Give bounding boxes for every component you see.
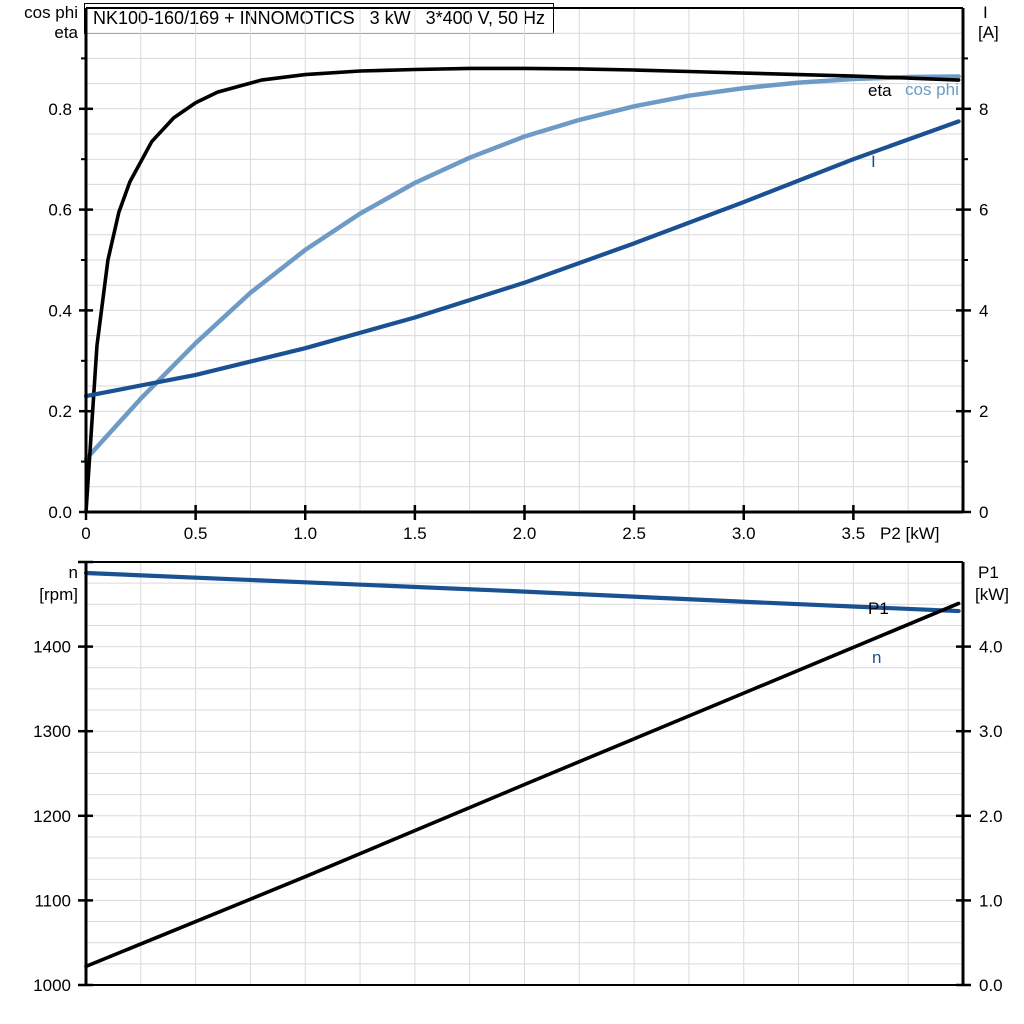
lower-axes [78, 560, 971, 987]
lower-curves [83, 570, 961, 969]
lower-right-tick-label: 3.0 [979, 722, 1003, 741]
upper-right-axis-title-line2: [A] [978, 23, 999, 42]
upper-left-tick-label: 0.4 [48, 301, 72, 320]
upper-x-tick-label: 2.0 [513, 524, 537, 543]
upper-chart: 0.0 0.2 0.4 0.6 0.8 0 2 4 6 8 0 0.5 1.0 1.5 2.0 2.5 3.0 3… [24, 3, 999, 543]
upper-x-tick-label: 3.0 [732, 524, 756, 543]
lower-right-tick-label: 0.0 [979, 976, 1003, 995]
lower-left-tick-label: 1200 [33, 807, 71, 826]
upper-left-axis-title-line2: eta [54, 23, 78, 42]
upper-labels: 0.0 0.2 0.4 0.6 0.8 0 2 4 6 8 0 0.5 1.0 1.5 2.0 2.5 3.0 3… [24, 3, 999, 543]
lower-left-tick-label: 1100 [34, 891, 71, 910]
upper-x-tick-label: 0 [81, 524, 90, 543]
lower-right-axis-title-line2: [kW] [975, 585, 1009, 604]
upper-x-tick-label: 1.5 [403, 524, 427, 543]
curve-label-current: I [871, 152, 876, 171]
upper-right-tick-label: 4 [979, 301, 988, 320]
curve-label-eta: eta [868, 81, 892, 100]
upper-right-tick-label: 2 [979, 402, 988, 421]
lower-left-axis-title-line1: n [69, 563, 78, 582]
upper-axes [79, 7, 971, 520]
curve-speed [83, 570, 961, 614]
curve-cos-phi [83, 74, 961, 462]
lower-right-tick-label: 4.0 [979, 638, 1003, 657]
upper-x-tick-label: 2.5 [622, 524, 646, 543]
upper-x-tick-label: 0.5 [184, 524, 208, 543]
curve-current [83, 119, 961, 399]
lower-right-axis-title-line1: P1 [978, 563, 999, 582]
lower-right-tick-label: 1.0 [979, 891, 1003, 910]
upper-left-tick-label: 0.0 [48, 503, 72, 522]
upper-left-axis-title-line1: cos phi [24, 3, 78, 22]
lower-left-tick-label: 1300 [33, 722, 71, 741]
upper-left-tick-label: 0.2 [48, 402, 72, 421]
upper-right-axis-title-line1: I [983, 3, 988, 22]
curve-eta [84, 66, 961, 514]
upper-left-tick-label: 0.8 [48, 100, 72, 119]
upper-left-tick-label: 0.6 [48, 201, 72, 220]
upper-right-tick-label: 0 [979, 503, 988, 522]
lower-left-axis-title-line2: [rpm] [39, 585, 78, 604]
lower-gridlines [85, 561, 964, 986]
upper-x-axis-title: P2 [kW] [880, 524, 940, 543]
lower-left-tick-label: 1400 [33, 638, 71, 657]
upper-curves [83, 66, 961, 514]
upper-right-tick-label: 8 [979, 100, 988, 119]
upper-gridlines [85, 7, 964, 513]
curve-label-power: P1 [868, 599, 889, 618]
upper-right-tick-label: 6 [979, 201, 988, 220]
curve-power [84, 601, 961, 969]
upper-x-tick-label: 3.5 [842, 524, 866, 543]
lower-right-tick-label: 2.0 [979, 807, 1003, 826]
lower-chart: 1000 1100 1200 1300 1400 0.0 1.0 2.0 3.0 4.0 n [rpm… [33, 560, 1009, 995]
curve-label-cos-phi: cos phi [905, 80, 959, 99]
lower-left-tick-label: 1000 [33, 976, 71, 995]
curve-label-speed: n [872, 648, 881, 667]
upper-x-tick-label: 1.0 [293, 524, 317, 543]
lower-labels: 1000 1100 1200 1300 1400 0.0 1.0 2.0 3.0 4.0 n [rpm… [33, 563, 1009, 995]
